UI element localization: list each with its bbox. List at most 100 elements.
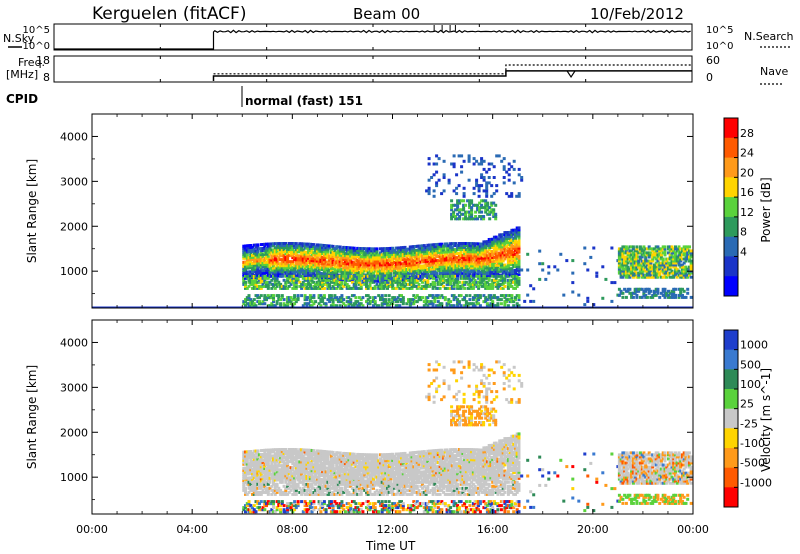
power-cell: [454, 252, 458, 256]
power-cell: [396, 284, 400, 288]
power-cell: [668, 253, 672, 257]
velocity-cell: [256, 451, 260, 455]
power-cell: [512, 240, 516, 244]
power-cell: [514, 265, 517, 268]
power-cell: [440, 252, 444, 256]
power-cell: [445, 302, 449, 306]
power-cell: [398, 282, 402, 286]
power-cell: [463, 260, 467, 264]
power-cell: [471, 272, 475, 276]
power-cell: [674, 247, 677, 251]
power-cell: [477, 298, 481, 302]
power-cell: [266, 276, 270, 280]
velocity-cell: [259, 459, 263, 463]
velocity-cell: [270, 454, 274, 458]
power-cell: [424, 246, 428, 249]
power-cell: [265, 282, 268, 286]
power-cell: [621, 245, 625, 249]
power-cell: [350, 304, 354, 308]
power-cell: [342, 247, 346, 251]
power-cell: [480, 215, 484, 218]
power-cell: [328, 246, 332, 250]
power-cell: [382, 267, 386, 271]
power-cell: [412, 269, 416, 273]
power-cell: [279, 262, 283, 266]
power-cell: [291, 244, 295, 248]
power-cell: [623, 259, 627, 263]
power-cell: [484, 272, 488, 276]
power-cell: [647, 267, 651, 271]
power-cell: [382, 257, 386, 261]
power-cell: [263, 271, 267, 275]
velocity-cell: [263, 475, 267, 479]
power-cell: [496, 263, 500, 267]
power-cell: [515, 274, 519, 278]
power-cell: [277, 266, 281, 270]
power-cell: [428, 263, 432, 267]
power-cell: [408, 257, 412, 261]
power-cell: [379, 255, 382, 259]
velocity-cell: [259, 457, 263, 461]
power-cell: [419, 260, 423, 264]
power-cell: [512, 250, 516, 254]
power-cell: [407, 251, 410, 255]
power-cell: [494, 243, 498, 247]
power-cell: [668, 265, 672, 269]
velocity-cell: [247, 454, 251, 458]
power-cell: [498, 255, 502, 259]
power-cell: [422, 278, 426, 282]
power-cell: [477, 302, 481, 306]
power-cell: [478, 248, 482, 252]
power-cell: [486, 208, 490, 212]
power-cell: [258, 278, 261, 282]
velocity-cell: [261, 465, 265, 469]
power-cell: [273, 286, 277, 290]
power-cell: [308, 275, 312, 279]
power-cell: [254, 259, 258, 263]
power-cell: [396, 254, 400, 258]
power-cell: [328, 274, 332, 278]
power-cell: [667, 247, 670, 251]
power-cell: [428, 276, 432, 280]
power-cell: [466, 274, 470, 278]
power-cell: [510, 234, 514, 238]
power-cell: [319, 261, 323, 265]
power-cell: [242, 282, 246, 286]
power-cell: [324, 282, 328, 286]
velocity-cell: [266, 488, 270, 492]
velocity-cell: [252, 480, 256, 484]
power-cell: [342, 272, 346, 276]
velocity-cell: [275, 488, 279, 492]
power-cell: [456, 201, 460, 205]
power-cell: [343, 260, 347, 264]
velocity-cell: [252, 467, 256, 471]
power-cell: [349, 248, 353, 252]
power-cell: [322, 252, 326, 256]
power-cell: [386, 251, 389, 255]
power-cell: [433, 284, 437, 288]
power-cell: [403, 266, 407, 270]
power-cell: [649, 267, 653, 271]
velocity-cell: [266, 500, 270, 504]
power-cell: [350, 256, 354, 260]
power-cell: [510, 269, 514, 273]
power-cell: [478, 280, 482, 284]
power-cell: [649, 295, 653, 299]
power-cell: [373, 302, 377, 306]
velocity-cell: [256, 477, 260, 481]
power-cell: [361, 273, 365, 277]
power-cell: [389, 255, 393, 258]
power-cell: [308, 298, 312, 302]
power-cell: [336, 300, 340, 304]
power-ylabel: Slant Range [km]: [25, 159, 39, 263]
power-cell: [458, 210, 462, 214]
power-cell: [468, 270, 472, 274]
power-cell: [619, 289, 623, 293]
power-cell: [461, 264, 465, 268]
power-cell: [286, 266, 290, 270]
power-cell: [478, 264, 482, 268]
power-cell: [472, 192, 476, 196]
power-cell: [489, 294, 493, 298]
nsky-label: N.Sky: [3, 32, 35, 45]
